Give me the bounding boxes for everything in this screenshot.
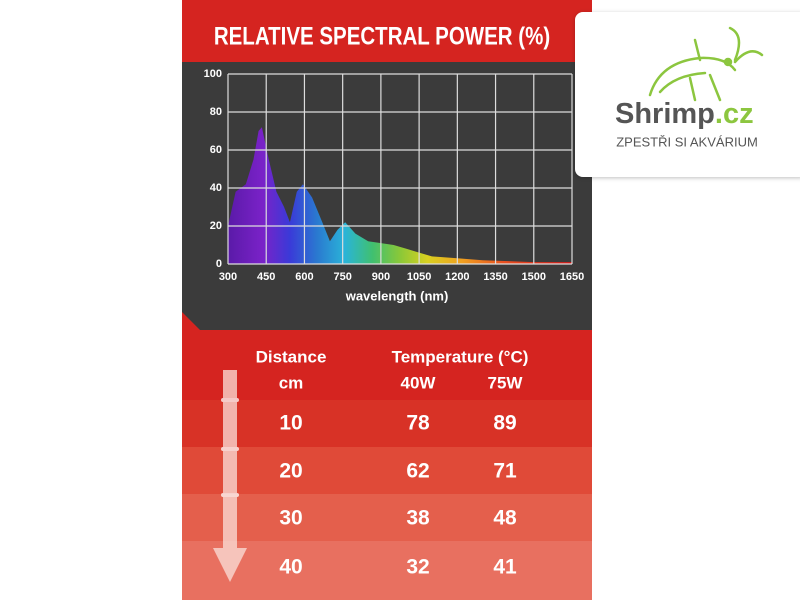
row-bg [182, 400, 592, 447]
cell: 89 [493, 412, 516, 435]
cell: 40 [279, 556, 302, 579]
cell: 10 [279, 412, 302, 435]
x-tick-label: 900 [372, 271, 390, 283]
logo-tagline: ZPESTŘI SI AKVÁRIUM [616, 134, 758, 149]
row-bg [182, 447, 592, 494]
x-tick-label: 450 [257, 271, 275, 283]
x-tick-label: 1650 [560, 271, 584, 283]
header: cm [279, 373, 304, 392]
x-axis-label: wavelength (nm) [345, 288, 449, 303]
x-tick-label: 750 [333, 271, 351, 283]
row-bg [182, 494, 592, 541]
header: Temperature (°C) [392, 347, 529, 366]
header: 75W [488, 373, 524, 392]
logo-card [575, 12, 800, 177]
logo-name: Shrimp.cz [615, 98, 754, 130]
x-tick-label: 1050 [407, 271, 431, 283]
cell: 71 [493, 460, 517, 483]
y-tick-label: 100 [204, 68, 222, 80]
x-tick-label: 300 [219, 271, 237, 283]
cell: 48 [493, 507, 517, 530]
arrow [213, 370, 247, 582]
x-tick-label: 1500 [522, 271, 546, 283]
cell: 78 [406, 412, 430, 435]
header: Distance [256, 347, 327, 366]
logo-icon [648, 26, 764, 102]
x-tick-label: 1350 [483, 271, 507, 283]
header: 40W [401, 373, 437, 392]
cell: 32 [406, 556, 429, 579]
x-tick-label: 1200 [445, 271, 469, 283]
y-tick-label: 80 [210, 106, 222, 118]
y-tick-label: 0 [216, 258, 222, 270]
row-bg [182, 541, 592, 600]
table-header-bg [182, 330, 592, 400]
y-tick-label: 20 [210, 220, 222, 232]
y-tick-label: 40 [210, 182, 222, 194]
cell: 20 [279, 460, 302, 483]
cell: 30 [279, 507, 302, 530]
y-tick-label: 60 [210, 144, 222, 156]
cell: 62 [406, 460, 429, 483]
x-tick-label: 600 [295, 271, 313, 283]
cell: 38 [406, 507, 430, 530]
spectrum-area [228, 127, 572, 264]
chart-title: RELATIVE SPECTRAL POWER (%) [214, 22, 550, 50]
cell: 41 [493, 556, 517, 579]
